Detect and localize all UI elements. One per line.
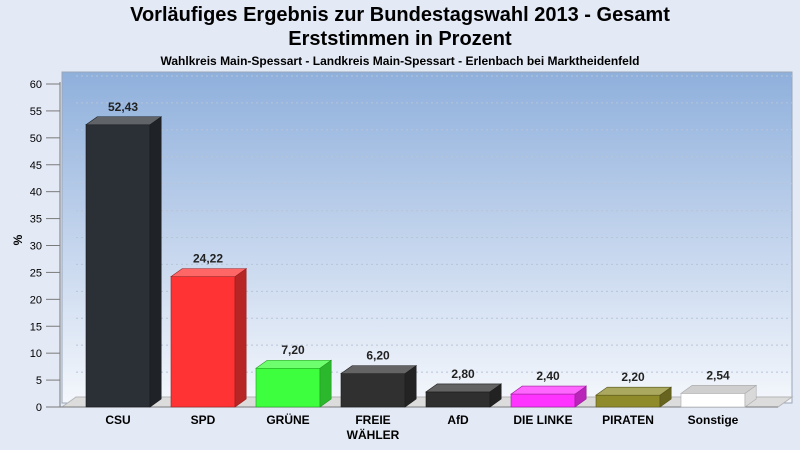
bar-value-label: 52,43: [108, 100, 138, 114]
y-tick-label: 35: [30, 214, 42, 226]
bar-top: [340, 365, 418, 374]
bar-die-linke: [510, 385, 588, 408]
y-tick-label: 45: [30, 160, 42, 172]
y-tick-label: 30: [30, 241, 42, 253]
bar-side: [234, 268, 247, 408]
bar-top: [85, 116, 163, 126]
bar-top: [255, 359, 333, 369]
bar-value-label: 7,20: [281, 343, 305, 357]
x-tick-label: WÄHLER: [347, 427, 400, 442]
bar-front: [170, 276, 236, 408]
chart-title-line2: Erststimmen in Prozent: [288, 28, 512, 50]
bar-top: [425, 383, 503, 393]
x-tick-label: Sonstige: [688, 413, 739, 427]
bar-front: [85, 124, 151, 408]
y-axis-label: %: [11, 234, 25, 245]
bar-value-label: 2,80: [451, 367, 475, 381]
y-tick-label: 25: [30, 267, 42, 279]
bar-value-label: 2,54: [706, 368, 730, 382]
bar-front: [595, 394, 661, 408]
y-tick-label: 0: [36, 402, 42, 414]
y-tick-label: 50: [30, 133, 42, 145]
bar-top: [680, 385, 758, 394]
x-tick-label: PIRATEN: [602, 413, 654, 427]
bar-side: [149, 116, 162, 408]
bar-value-label: 24,22: [193, 252, 223, 266]
bar-front: [340, 373, 406, 408]
bar-grüne: [255, 359, 333, 408]
bar-value-label: 6,20: [366, 349, 390, 363]
y-tick-label: 20: [30, 294, 42, 306]
bar-spd: [170, 268, 248, 408]
chart-subtitle: Wahlkreis Main-Spessart - Landkreis Main…: [160, 54, 640, 68]
y-tick-label: 40: [30, 187, 42, 199]
x-tick-label: FREIE: [355, 413, 390, 427]
y-tick-label: 15: [30, 321, 42, 333]
bar-sonstige: [680, 384, 758, 408]
chart-title: Vorläufiges Ergebnis zur Bundestagswahl …: [130, 4, 670, 26]
x-tick-label: SPD: [191, 413, 216, 427]
bar-front: [680, 393, 746, 408]
y-tick-label: 55: [30, 106, 42, 118]
bar-front: [425, 391, 491, 408]
bar-afd: [425, 383, 503, 408]
bar-csu: [85, 116, 163, 408]
x-tick-label: GRÜNE: [266, 412, 309, 427]
bar-top: [595, 386, 673, 396]
bar-piraten: [595, 386, 673, 408]
bar-top: [170, 268, 248, 277]
x-tick-label: AfD: [447, 413, 469, 427]
bar-front: [255, 367, 321, 408]
bar-top: [510, 385, 588, 395]
bar-freie-wähler: [340, 365, 418, 408]
y-tick-label: 5: [36, 375, 42, 387]
y-tick-label: 10: [30, 348, 42, 360]
bar-front: [510, 393, 576, 408]
x-tick-label: CSU: [105, 413, 130, 427]
y-tick-label: 60: [30, 79, 42, 91]
bar-value-label: 2,20: [621, 370, 645, 384]
x-tick-label: DIE LINKE: [513, 413, 572, 427]
bar-value-label: 2,40: [536, 369, 560, 383]
